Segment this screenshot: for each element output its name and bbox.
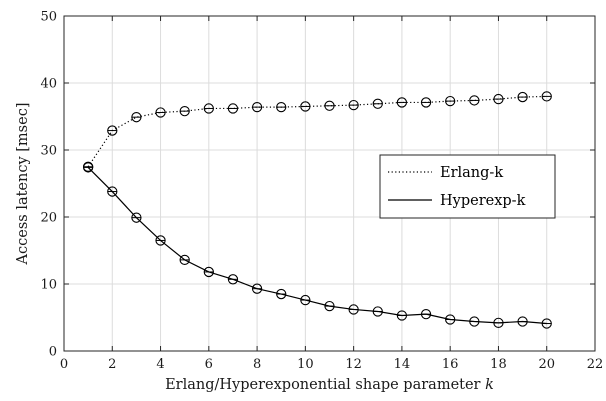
data-point-erlang-k <box>517 91 528 103</box>
data-point-hyperexp-k <box>276 288 287 300</box>
data-point-hyperexp-k <box>203 266 214 278</box>
legend-label-hyperexp: Hyperexp-k <box>440 193 526 209</box>
x-axis-label-var: k <box>485 377 494 393</box>
series-line-erlang-k <box>87 95 547 168</box>
tick-labels: 0 2 4 6 8 10 12 14 16 18 20 22 0 10 20 30 40 50 <box>40 10 603 373</box>
y-tick-label: 30 <box>40 144 57 159</box>
x-tick-label: 6 <box>205 357 213 372</box>
data-point-hyperexp-k <box>493 317 504 329</box>
y-tick-label: 10 <box>40 278 57 293</box>
y-tick-label: 50 <box>40 10 57 25</box>
x-tick-label: 18 <box>490 357 507 372</box>
data-point-hyperexp-k <box>541 318 552 329</box>
data-point-hyperexp-k <box>155 235 166 246</box>
x-tick-label: 20 <box>538 357 555 372</box>
data-point-hyperexp-k <box>179 254 190 266</box>
legend-box <box>379 154 556 219</box>
data-point-erlang-k <box>420 97 432 108</box>
data-point-erlang-k <box>155 107 166 118</box>
ticks <box>63 15 596 352</box>
data-point-erlang-k <box>179 105 190 117</box>
data-point-erlang-k <box>493 93 504 105</box>
x-axis-label: Erlang/Hyperexponential shape parameter … <box>165 377 494 393</box>
data-point-hyperexp-k <box>372 306 383 317</box>
data-point-hyperexp-k <box>324 300 335 312</box>
data-point-erlang-k <box>251 101 263 113</box>
legend: Erlang-k Hyperexp-k <box>379 154 556 219</box>
data-point-hyperexp-k <box>445 314 456 325</box>
data-point-erlang-k <box>324 100 335 111</box>
data-point-hyperexp-k <box>420 308 432 320</box>
y-axis-label: Access latency [msec] <box>15 103 31 266</box>
data-point-hyperexp-k <box>300 294 311 306</box>
x-tick-label: 10 <box>297 357 314 372</box>
data-point-erlang-k <box>348 99 359 111</box>
data-point-hyperexp-k <box>107 186 118 197</box>
data-point-erlang-k <box>107 125 118 136</box>
x-tick-label: 2 <box>108 357 116 372</box>
data-point-erlang-k <box>203 103 214 114</box>
data-point-hyperexp-k <box>348 304 359 315</box>
x-tick-label: 16 <box>442 357 459 372</box>
y-tick-label: 0 <box>49 345 57 360</box>
x-tick-label: 8 <box>253 357 261 372</box>
x-tick-label: 12 <box>345 357 362 372</box>
data-point-hyperexp-k <box>131 212 142 223</box>
series-layer <box>82 91 552 329</box>
data-point-erlang-k <box>445 95 456 107</box>
plot-frame <box>63 15 596 352</box>
data-point-erlang-k <box>227 103 239 114</box>
data-point-erlang-k <box>131 112 142 123</box>
data-point-hyperexp-k <box>517 316 528 327</box>
data-point-erlang-k <box>396 97 408 108</box>
data-point-hyperexp-k <box>227 274 239 285</box>
data-point-hyperexp-k <box>396 310 408 321</box>
data-point-erlang-k <box>276 101 287 113</box>
x-axis-label-text: Erlang/Hyperexponential shape parameter <box>165 377 480 393</box>
data-point-hyperexp-k <box>251 283 263 294</box>
data-point-erlang-k <box>372 98 383 109</box>
legend-label-erlang: Erlang-k <box>440 165 503 181</box>
data-point-hyperexp-k <box>82 162 94 173</box>
x-tick-label: 22 <box>587 357 604 372</box>
data-point-erlang-k <box>300 101 311 112</box>
data-point-hyperexp-k <box>469 316 480 327</box>
data-point-erlang-k <box>469 95 480 106</box>
y-tick-label: 20 <box>40 211 57 226</box>
x-tick-label: 0 <box>60 357 68 372</box>
y-tick-label: 40 <box>40 77 57 92</box>
data-point-erlang-k <box>541 91 552 102</box>
x-tick-label: 14 <box>394 357 411 372</box>
x-tick-label: 4 <box>156 357 164 372</box>
